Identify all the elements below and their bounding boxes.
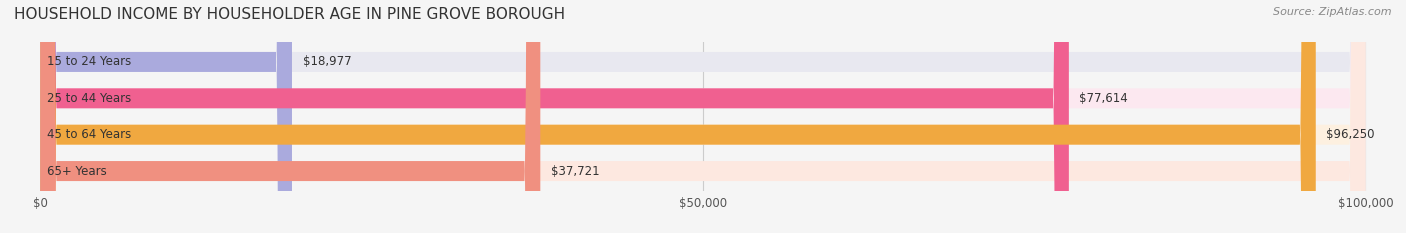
FancyBboxPatch shape: [41, 0, 1365, 233]
Text: $77,614: $77,614: [1080, 92, 1128, 105]
Text: 15 to 24 Years: 15 to 24 Years: [48, 55, 131, 69]
Text: $37,721: $37,721: [551, 164, 599, 178]
Text: 45 to 64 Years: 45 to 64 Years: [48, 128, 131, 141]
FancyBboxPatch shape: [41, 0, 1365, 233]
FancyBboxPatch shape: [41, 0, 1365, 233]
Text: 65+ Years: 65+ Years: [48, 164, 107, 178]
FancyBboxPatch shape: [41, 0, 1069, 233]
Text: Source: ZipAtlas.com: Source: ZipAtlas.com: [1274, 7, 1392, 17]
FancyBboxPatch shape: [41, 0, 540, 233]
Text: $18,977: $18,977: [302, 55, 352, 69]
Text: 25 to 44 Years: 25 to 44 Years: [48, 92, 131, 105]
Text: $96,250: $96,250: [1326, 128, 1375, 141]
Text: HOUSEHOLD INCOME BY HOUSEHOLDER AGE IN PINE GROVE BOROUGH: HOUSEHOLD INCOME BY HOUSEHOLDER AGE IN P…: [14, 7, 565, 22]
FancyBboxPatch shape: [41, 0, 1316, 233]
FancyBboxPatch shape: [41, 0, 292, 233]
FancyBboxPatch shape: [41, 0, 1365, 233]
